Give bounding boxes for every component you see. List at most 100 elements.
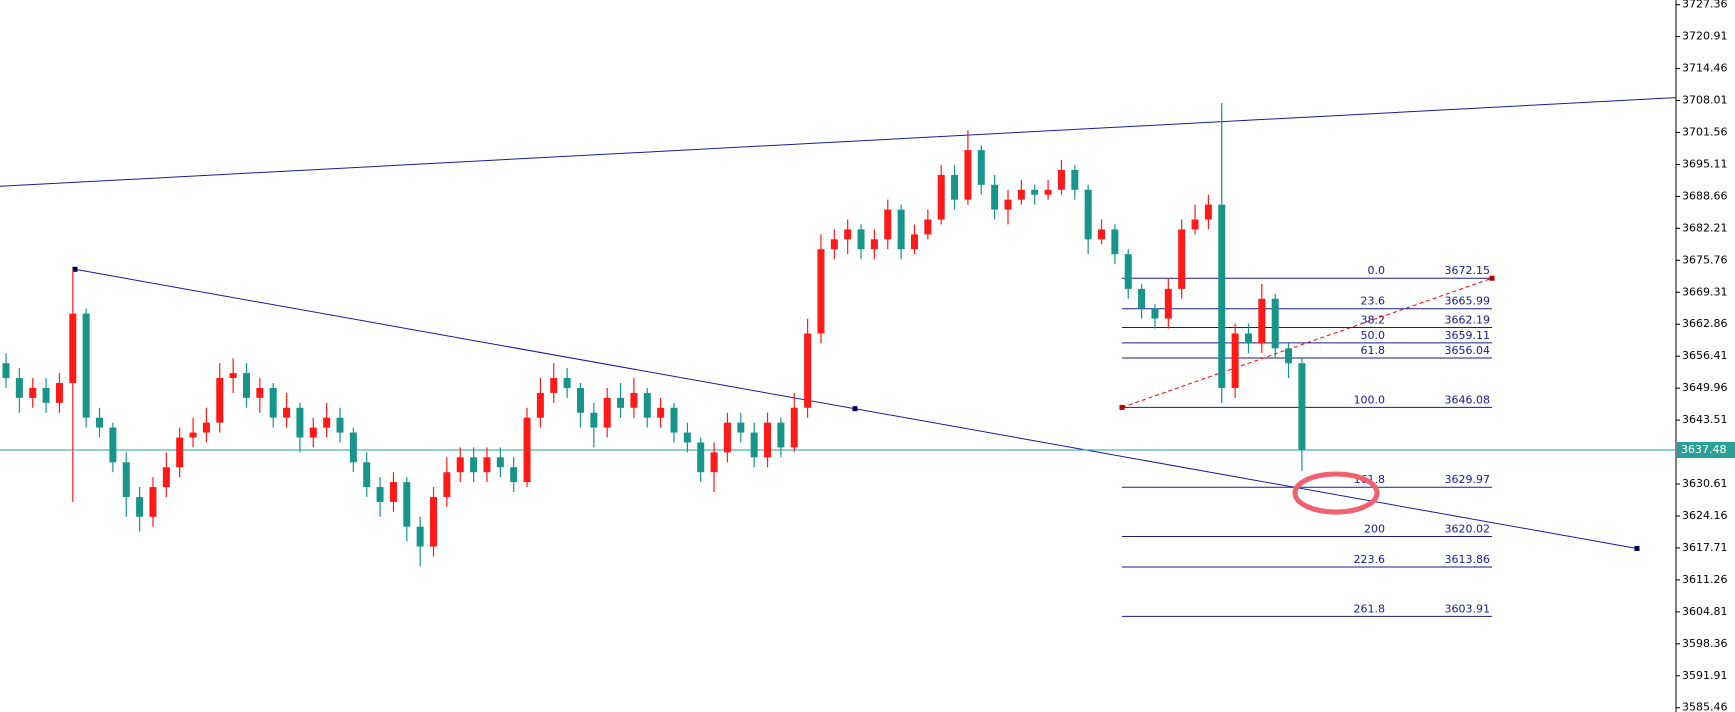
y-tick-label: 3649.96	[1682, 381, 1728, 394]
candle-body	[1271, 298, 1279, 349]
candle-body	[723, 422, 731, 453]
candle-body	[430, 496, 438, 547]
candle-body	[576, 387, 584, 413]
fib-level-price: 3665.99	[1445, 295, 1491, 308]
y-tick-label: 3617.71	[1682, 541, 1728, 554]
fib-level-price: 3672.15	[1445, 264, 1491, 277]
candle-body	[176, 437, 184, 468]
fib-level-label: 200	[1364, 523, 1385, 536]
fib-level-price: 3629.97	[1445, 473, 1491, 486]
fib-level-price: 3662.19	[1445, 314, 1491, 327]
candle-body	[884, 209, 892, 240]
candle-body	[910, 234, 918, 250]
last-price-label: 3637.48	[1681, 443, 1727, 456]
fib-anchor	[1489, 275, 1495, 281]
fib-level-label: 223.6	[1354, 553, 1386, 566]
candle-body	[136, 496, 144, 517]
candle-body	[1098, 229, 1106, 240]
candle-body	[216, 378, 224, 423]
candle-body	[550, 378, 558, 393]
candle-body	[2, 363, 10, 379]
candle-body	[1138, 288, 1146, 309]
y-tick-label: 3662.86	[1682, 317, 1728, 330]
candle-body	[269, 387, 277, 418]
candle-body	[764, 422, 772, 458]
fib-level-label: 261.8	[1354, 602, 1386, 615]
candle-body	[991, 184, 999, 210]
y-tick-label: 3688.66	[1682, 189, 1728, 202]
fib-level-label: 23.6	[1361, 295, 1386, 308]
candle-body	[750, 432, 758, 458]
candle-body	[149, 487, 157, 517]
candle-body	[536, 392, 544, 418]
candle-body	[242, 373, 250, 398]
y-tick-label: 3643.51	[1682, 413, 1728, 426]
highlight-ellipse	[1292, 471, 1380, 515]
candle-body	[977, 150, 985, 185]
candle-body	[336, 417, 344, 433]
candle-body	[1111, 229, 1119, 255]
fib-level-label: 50.0	[1361, 329, 1386, 342]
y-tick-label: 3708.01	[1682, 94, 1728, 107]
y-tick-label: 3675.76	[1682, 253, 1728, 266]
candle-body	[202, 422, 210, 433]
candle-body	[670, 407, 678, 433]
candle-body	[1285, 348, 1293, 364]
candle-body	[323, 417, 331, 428]
candle-body	[1017, 189, 1025, 200]
candle-body	[82, 313, 90, 418]
candle-body	[1178, 229, 1186, 289]
candle-body	[470, 457, 478, 473]
candle-body	[349, 432, 357, 463]
candle-body	[1057, 169, 1065, 190]
candle-body	[42, 387, 50, 403]
candle-body	[1071, 169, 1079, 190]
candle-body	[683, 432, 691, 443]
candle-body	[1151, 308, 1159, 319]
candle-body	[1124, 254, 1132, 289]
y-tick-label: 3720.91	[1682, 30, 1728, 43]
candle-body	[710, 452, 718, 473]
candle-body	[1298, 363, 1306, 450]
candle-body	[951, 174, 959, 200]
candle-body	[1231, 333, 1239, 388]
trendline-anchor	[72, 266, 78, 272]
candle-body	[1084, 189, 1092, 240]
candle-body	[1244, 333, 1252, 344]
fib-level-label: 61.8	[1361, 344, 1386, 357]
y-tick-label: 3701.56	[1682, 125, 1728, 138]
candle-body	[964, 150, 972, 200]
fib-level-price: 3659.11	[1445, 329, 1491, 342]
y-tick-label: 3604.81	[1682, 605, 1728, 618]
candle-body	[697, 442, 705, 473]
y-tick-label: 3727.36	[1682, 0, 1728, 11]
y-tick-label: 3682.21	[1682, 221, 1728, 234]
candle-body	[804, 333, 812, 408]
y-tick-label: 3591.91	[1682, 669, 1728, 682]
fib-level-label: 0.0	[1368, 264, 1386, 277]
candle-body	[403, 482, 411, 527]
candle-body	[256, 387, 264, 398]
candle-body	[55, 383, 63, 403]
candle-body	[897, 209, 905, 250]
candle-body	[456, 457, 464, 473]
trendline-anchor	[852, 406, 858, 412]
candle-body	[1218, 204, 1226, 388]
candle-body	[229, 373, 237, 379]
candle-body	[1204, 204, 1212, 220]
y-tick-label: 3611.26	[1682, 573, 1728, 586]
candle-body	[563, 378, 571, 388]
y-tick-label: 3585.46	[1682, 701, 1728, 712]
candle-body	[389, 482, 397, 502]
fib-anchor	[1119, 404, 1125, 410]
y-tick-label: 3656.41	[1682, 349, 1728, 362]
candle-body	[69, 313, 77, 384]
y-tick-label: 3624.16	[1682, 509, 1728, 522]
candle-body	[777, 422, 785, 448]
candle-body	[189, 432, 197, 438]
candle-body	[483, 457, 491, 473]
candle-body	[844, 229, 852, 240]
y-tick-label: 3714.46	[1682, 62, 1728, 75]
candle-body	[870, 239, 878, 250]
